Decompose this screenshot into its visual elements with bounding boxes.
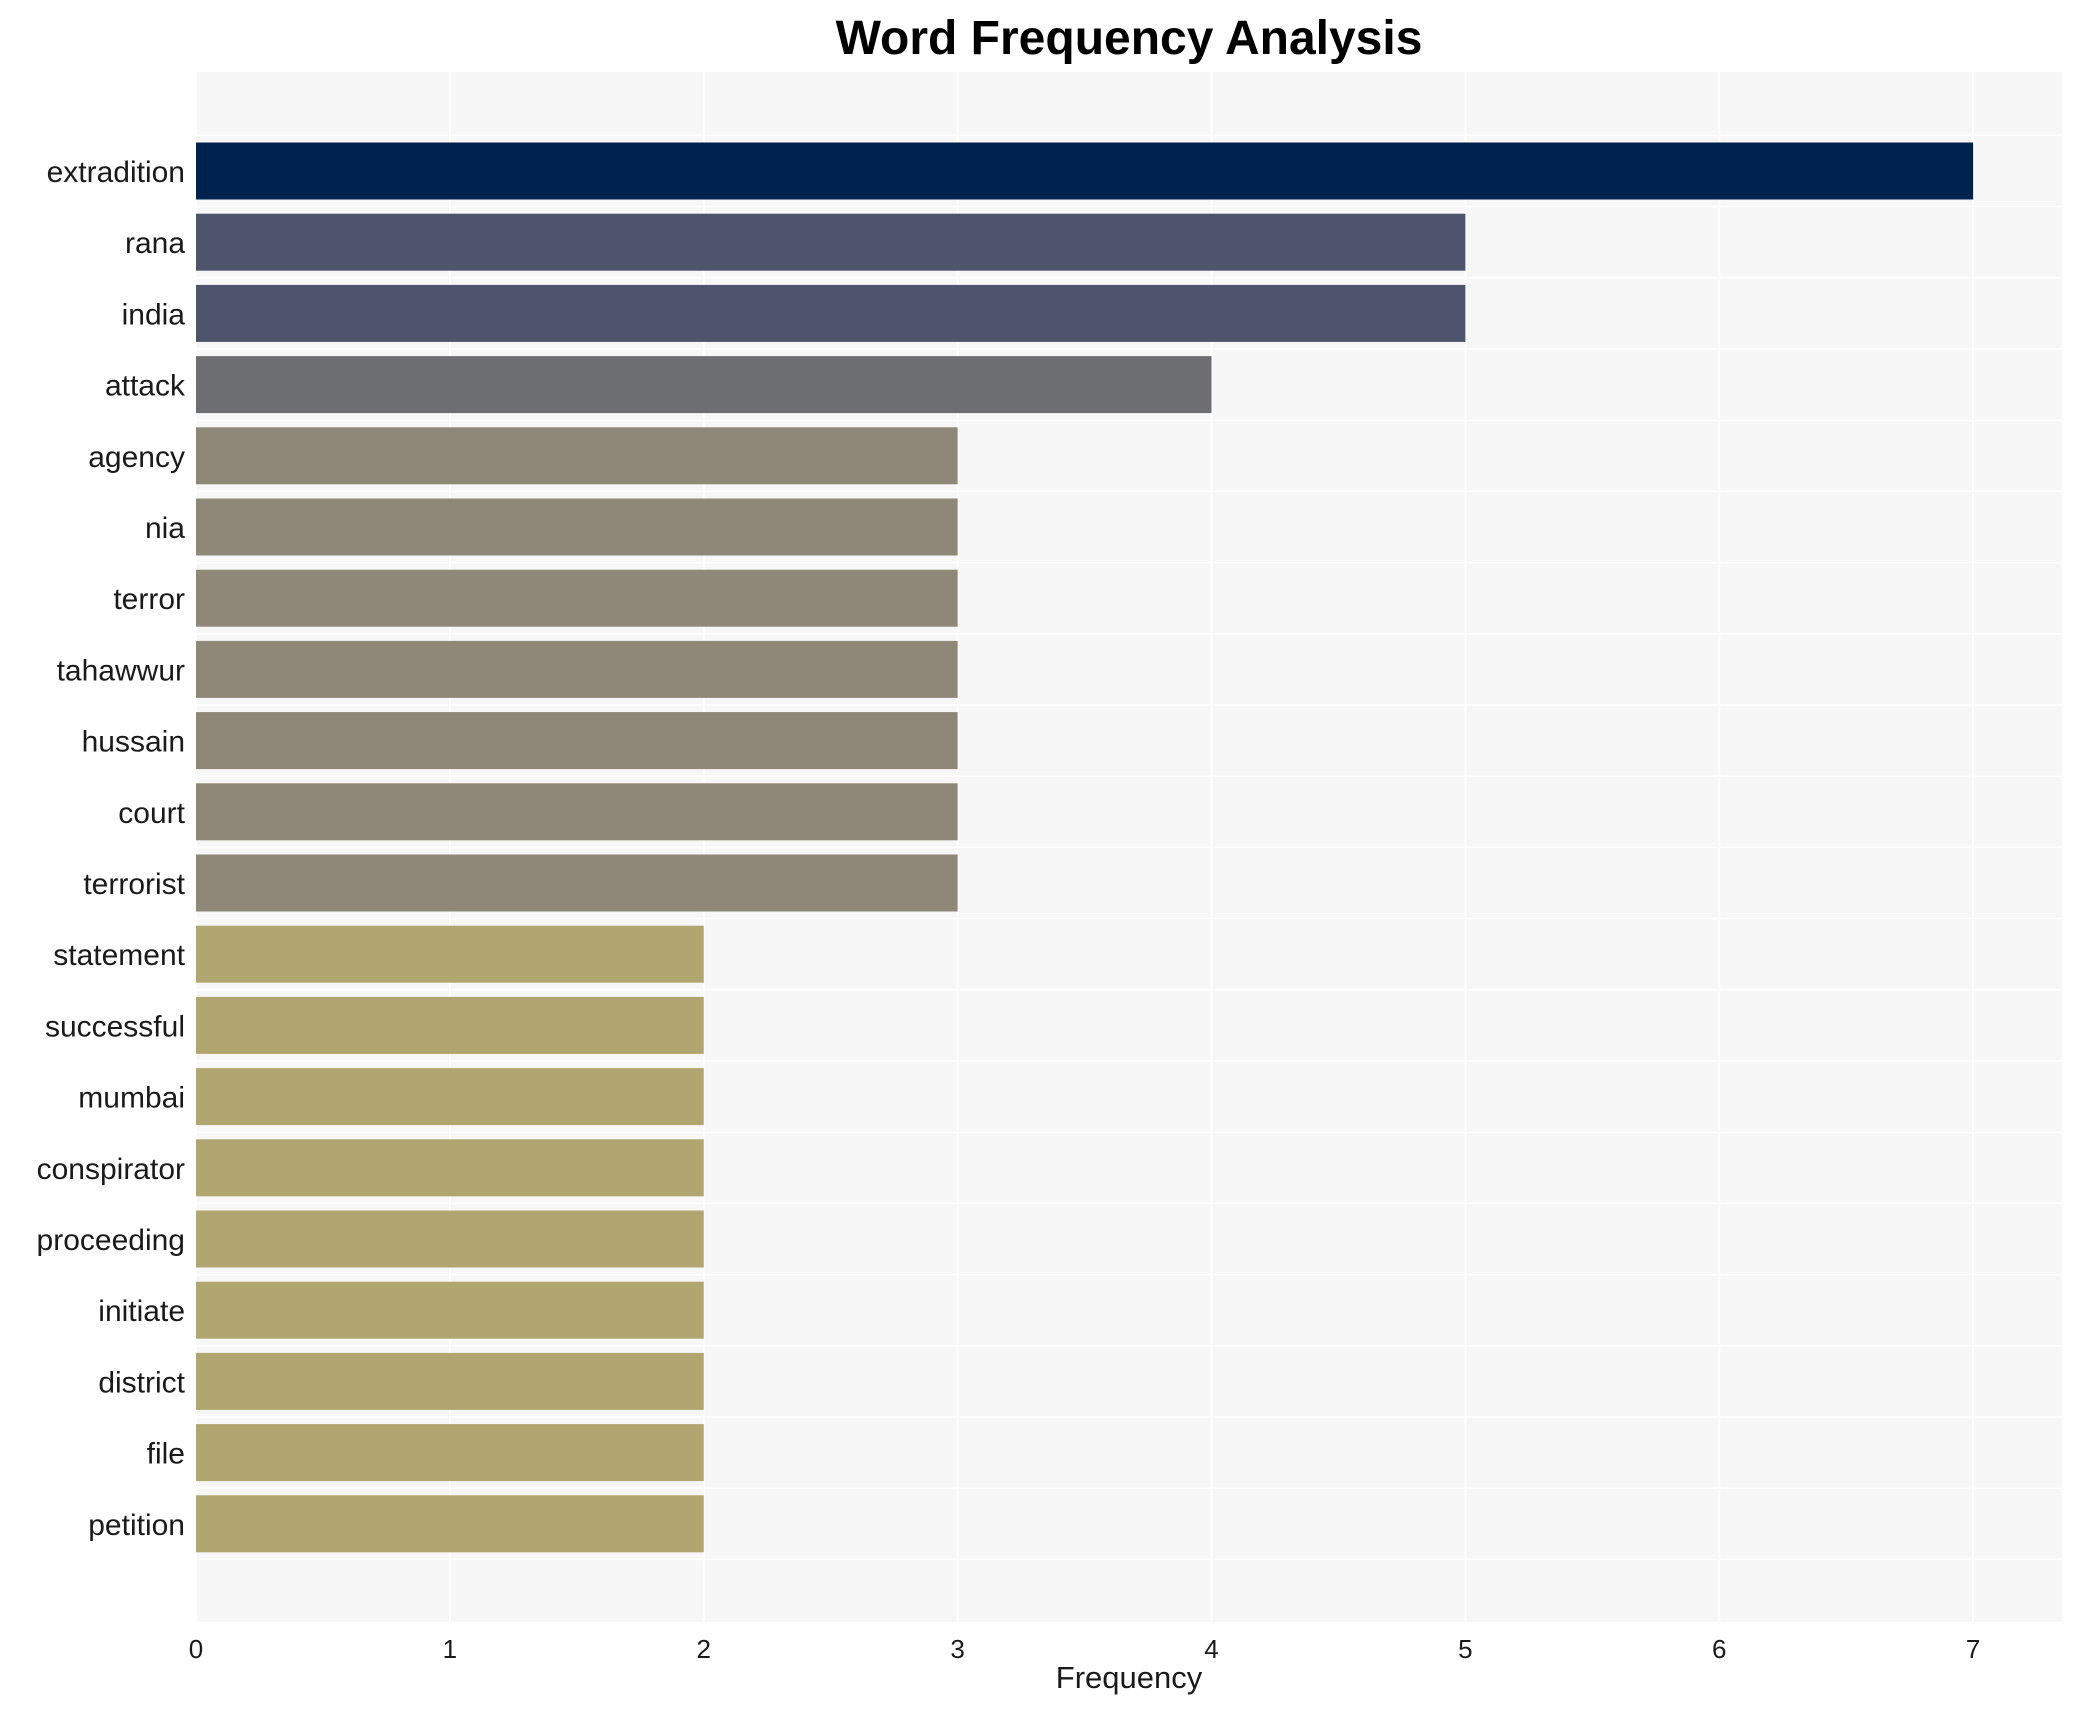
category-label-india: india bbox=[122, 298, 186, 331]
category-labels: extradition rana india attack agency nia terro… bbox=[37, 156, 186, 1542]
bar-hussain bbox=[196, 712, 958, 770]
bar-court bbox=[196, 783, 958, 841]
bar-proceeding bbox=[196, 1210, 704, 1268]
x-tick-label: 7 bbox=[1966, 1634, 1980, 1664]
x-tick-label: 0 bbox=[189, 1634, 203, 1664]
bar-terrorist bbox=[196, 854, 958, 912]
category-label-petition: petition bbox=[88, 1509, 185, 1542]
bar-statement bbox=[196, 925, 704, 983]
bar-attack bbox=[196, 356, 1212, 414]
category-label-tahawwur: tahawwur bbox=[57, 654, 185, 687]
bar-conspirator bbox=[196, 1139, 704, 1197]
x-axis-label: Frequency bbox=[1056, 1660, 1203, 1695]
bar-mumbai bbox=[196, 1068, 704, 1126]
x-tick-label: 4 bbox=[1204, 1634, 1218, 1664]
bar-agency bbox=[196, 427, 958, 485]
bar-petition bbox=[196, 1495, 704, 1553]
bar-nia bbox=[196, 498, 958, 556]
category-label-hussain: hussain bbox=[82, 726, 185, 759]
x-tick-label: 2 bbox=[697, 1634, 711, 1664]
bar-district bbox=[196, 1352, 704, 1410]
category-label-terror: terror bbox=[113, 583, 185, 616]
category-label-terrorist: terrorist bbox=[83, 868, 185, 901]
x-tick-label: 5 bbox=[1458, 1634, 1472, 1664]
x-tick-label: 3 bbox=[950, 1634, 964, 1664]
category-label-initiate: initiate bbox=[98, 1295, 185, 1328]
category-label-district: district bbox=[98, 1366, 185, 1399]
category-label-attack: attack bbox=[105, 370, 186, 403]
category-label-court: court bbox=[118, 797, 185, 830]
category-label-file: file bbox=[147, 1438, 185, 1471]
bar-successful bbox=[196, 996, 704, 1054]
category-label-extradition: extradition bbox=[47, 156, 185, 189]
category-label-nia: nia bbox=[145, 512, 185, 545]
bar-initiate bbox=[196, 1281, 704, 1339]
category-label-proceeding: proceeding bbox=[37, 1224, 185, 1257]
category-label-successful: successful bbox=[45, 1010, 185, 1043]
bar-terror bbox=[196, 569, 958, 627]
category-label-statement: statement bbox=[53, 939, 185, 972]
bar-tahawwur bbox=[196, 640, 958, 698]
bar-extradition bbox=[196, 142, 1974, 200]
chart-title: Word Frequency Analysis bbox=[836, 12, 1423, 65]
category-label-rana: rana bbox=[125, 227, 185, 260]
bars bbox=[196, 142, 1974, 1553]
category-label-conspirator: conspirator bbox=[37, 1153, 185, 1186]
category-label-mumbai: mumbai bbox=[78, 1082, 185, 1115]
bar-rana bbox=[196, 213, 1466, 271]
bar-india bbox=[196, 284, 1466, 342]
bar-file bbox=[196, 1424, 704, 1482]
x-tick-label: 1 bbox=[443, 1634, 457, 1664]
x-tick-labels: 0 1 2 3 4 5 6 7 bbox=[189, 1634, 1981, 1664]
x-tick-label: 6 bbox=[1712, 1634, 1726, 1664]
category-label-agency: agency bbox=[88, 441, 185, 474]
